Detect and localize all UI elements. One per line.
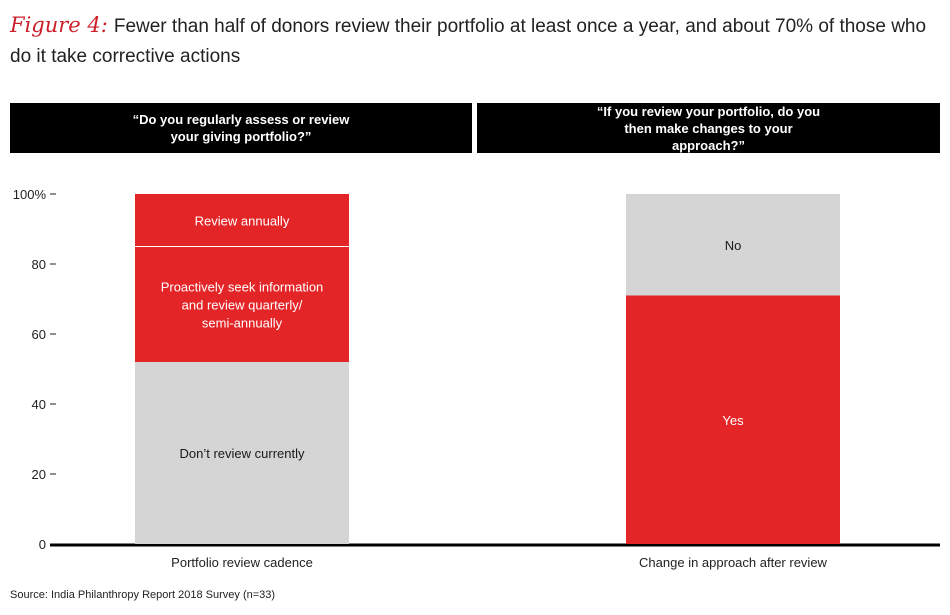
segment-label: and review quarterly/ bbox=[182, 297, 303, 312]
bar-segment bbox=[135, 362, 349, 544]
y-tick-label: 100% bbox=[13, 187, 47, 202]
question-left-text: “Do you regularly assess or review your … bbox=[132, 112, 350, 144]
figure-title: Figure 4: Fewer than half of donors revie… bbox=[10, 10, 940, 72]
question-right-text: “If you review your portfolio, do you th… bbox=[596, 103, 821, 153]
y-tick-label: 60 bbox=[32, 327, 46, 342]
bar-segment bbox=[135, 194, 349, 247]
y-tick-label: 20 bbox=[32, 467, 46, 482]
bar-segment bbox=[626, 295, 840, 544]
y-tick-label: 80 bbox=[32, 257, 46, 272]
segment-label: No bbox=[725, 238, 742, 253]
segment-label: Yes bbox=[722, 413, 744, 428]
source-note: Source: India Philanthropy Report 2018 S… bbox=[10, 589, 276, 601]
segment-label: Don’t review currently bbox=[180, 446, 305, 461]
figure-title-text: Fewer than half of donors review their p… bbox=[10, 16, 927, 67]
y-tick-label: 0 bbox=[39, 537, 46, 552]
x-category-label: Change in approach after review bbox=[639, 555, 828, 570]
segment-label: Proactively seek information bbox=[161, 279, 324, 294]
figure-label: Figure 4: bbox=[10, 13, 108, 37]
segment-label: semi-annually bbox=[202, 315, 283, 330]
y-tick-label: 40 bbox=[32, 397, 46, 412]
question-header-left: “Do you regularly assess or review your … bbox=[10, 103, 472, 153]
segment-label: Review annually bbox=[195, 213, 290, 228]
question-header-right: “If you review your portfolio, do you th… bbox=[477, 103, 940, 153]
x-category-label: Portfolio review cadence bbox=[171, 555, 313, 570]
bar-segment bbox=[135, 246, 349, 362]
bar-segment bbox=[626, 194, 840, 296]
